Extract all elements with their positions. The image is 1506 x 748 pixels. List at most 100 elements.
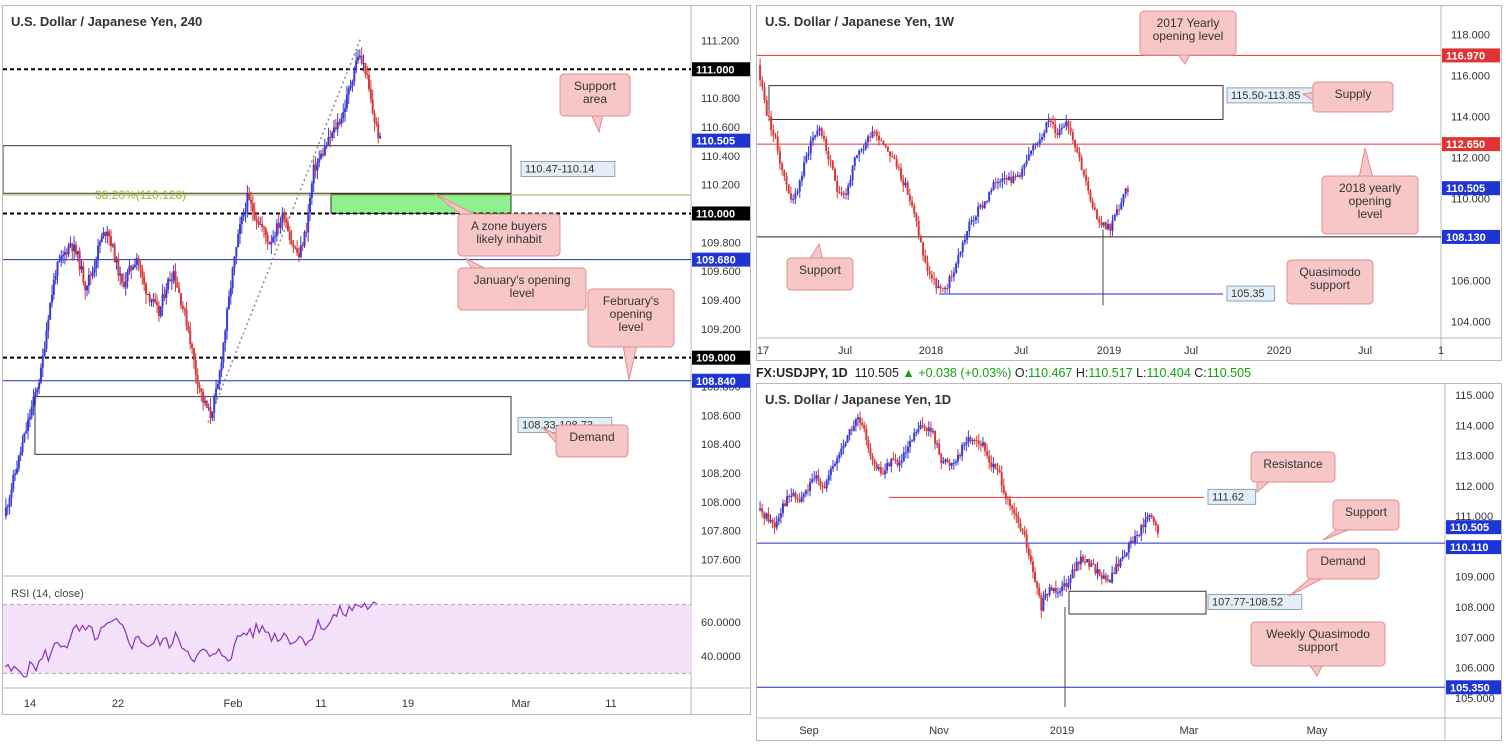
candle-body xyxy=(1087,180,1090,191)
candle-body xyxy=(977,440,980,444)
candle-body xyxy=(242,213,245,217)
candle-body xyxy=(802,494,805,497)
candle-body xyxy=(985,200,988,202)
chart-panel-4h[interactable]: 38.20%(110.128) 111.200 110.800 110.600 110.… xyxy=(2,5,751,715)
candle-body xyxy=(1021,168,1024,177)
candle-body xyxy=(115,258,118,263)
callout-support-box xyxy=(1332,499,1400,531)
y-tick-label: 108.000 xyxy=(1455,602,1495,614)
price-tag: 108.840 xyxy=(696,376,736,388)
candle-body xyxy=(216,384,219,389)
candle-body xyxy=(1056,132,1059,136)
candle-body xyxy=(1002,485,1005,493)
candle-body xyxy=(23,433,26,443)
candle-body xyxy=(36,389,39,393)
candle-body xyxy=(185,309,188,326)
candle-body xyxy=(911,440,914,442)
candle-body xyxy=(1118,209,1121,211)
candle-body xyxy=(1148,514,1151,517)
candle-body xyxy=(990,462,993,468)
candle-body xyxy=(316,162,319,171)
candle-body xyxy=(864,142,867,149)
y-tick-label: 108.600 xyxy=(701,410,741,422)
candle-body xyxy=(369,89,372,100)
candle-body xyxy=(220,362,223,371)
chart-weekly-svg[interactable]: 118.000 116.000 114.000 112.000 110.000 106.0… xyxy=(757,6,1502,361)
candle-body xyxy=(373,113,376,122)
candle-body xyxy=(888,463,891,467)
chart-4h-svg[interactable]: 38.20%(110.128) 111.200 110.800 110.600 110.… xyxy=(3,6,751,715)
candle-body xyxy=(938,443,941,455)
candle-body xyxy=(183,308,186,310)
candle-body xyxy=(862,148,865,151)
chart-daily-svg[interactable]: 115.000114.000113.000112.000111.000109.0… xyxy=(757,384,1502,741)
candle-body xyxy=(122,282,125,288)
callout-support-area-pointer xyxy=(590,113,604,134)
ohlc-symbol: FX:USDJPY, 1D xyxy=(756,366,848,380)
candle-body xyxy=(816,130,819,136)
price-tag: 109.000 xyxy=(696,353,736,365)
candle-body xyxy=(917,428,920,433)
y-tick-label: 110.000 xyxy=(1451,194,1490,206)
candle-body xyxy=(767,513,770,522)
candle-body xyxy=(889,151,892,157)
candle-body xyxy=(117,258,120,276)
candle-body xyxy=(106,231,109,236)
candle-body xyxy=(211,412,214,419)
candle-body xyxy=(358,55,361,58)
candle-body xyxy=(1096,569,1099,574)
candle-body xyxy=(375,121,378,125)
candle-body xyxy=(1126,188,1129,192)
candle-body xyxy=(1038,587,1041,596)
candle-body xyxy=(1125,552,1128,556)
candle-body xyxy=(957,255,960,264)
rsi-label: RSI (14, close) xyxy=(11,588,84,600)
candle-body xyxy=(963,444,966,446)
candle-body xyxy=(1096,209,1099,220)
candle-body xyxy=(95,260,98,268)
candle-body xyxy=(777,517,780,522)
candle-body xyxy=(246,193,249,212)
x-tick-label: Mar xyxy=(512,698,531,710)
candle-body xyxy=(789,193,792,200)
candle-body xyxy=(12,475,15,490)
candle-body xyxy=(1046,593,1049,595)
candle-body xyxy=(1058,129,1061,136)
candle-body xyxy=(270,241,273,245)
chart-panel-weekly[interactable]: 118.000 116.000 114.000 112.000 110.000 106.0… xyxy=(756,5,1502,361)
candle-body xyxy=(32,396,35,407)
candle-body xyxy=(307,212,310,233)
candle-body xyxy=(1094,564,1097,574)
candle-body xyxy=(19,452,22,456)
candle-body xyxy=(929,427,932,432)
candle-body xyxy=(87,274,90,286)
candle-body xyxy=(819,480,822,486)
candle-body xyxy=(279,222,282,228)
callout-2018-level: opening xyxy=(1349,194,1392,208)
candle-body xyxy=(968,222,971,232)
candle-body xyxy=(1136,534,1139,537)
candle-body xyxy=(931,431,934,433)
candle-body xyxy=(244,211,247,214)
candle-body xyxy=(988,455,991,463)
y-tick-label: 106.000 xyxy=(1451,276,1491,288)
candle-body xyxy=(1016,175,1019,177)
callout-support: Support xyxy=(799,263,842,277)
candle-body xyxy=(351,81,354,86)
candle-body xyxy=(65,252,68,255)
candle-body xyxy=(290,240,293,245)
chart-panel-daily[interactable]: 115.000 114.000 113.000 112.000 111.000 109.0… xyxy=(756,383,1502,741)
candle-body xyxy=(39,367,42,383)
candle-body xyxy=(1115,209,1118,215)
candle-body xyxy=(98,241,101,246)
candle-body xyxy=(928,270,931,275)
zone-label-bg xyxy=(1207,488,1257,505)
price-tag: 110.505 xyxy=(1446,183,1485,195)
x-tick-label: Mar xyxy=(1180,725,1199,737)
x-tick-label: Jul xyxy=(1014,345,1028,357)
candle-body xyxy=(838,191,841,193)
candle-body xyxy=(82,266,85,283)
candle-body xyxy=(767,115,770,117)
candle-body xyxy=(1063,126,1066,128)
candle-body xyxy=(30,406,33,417)
